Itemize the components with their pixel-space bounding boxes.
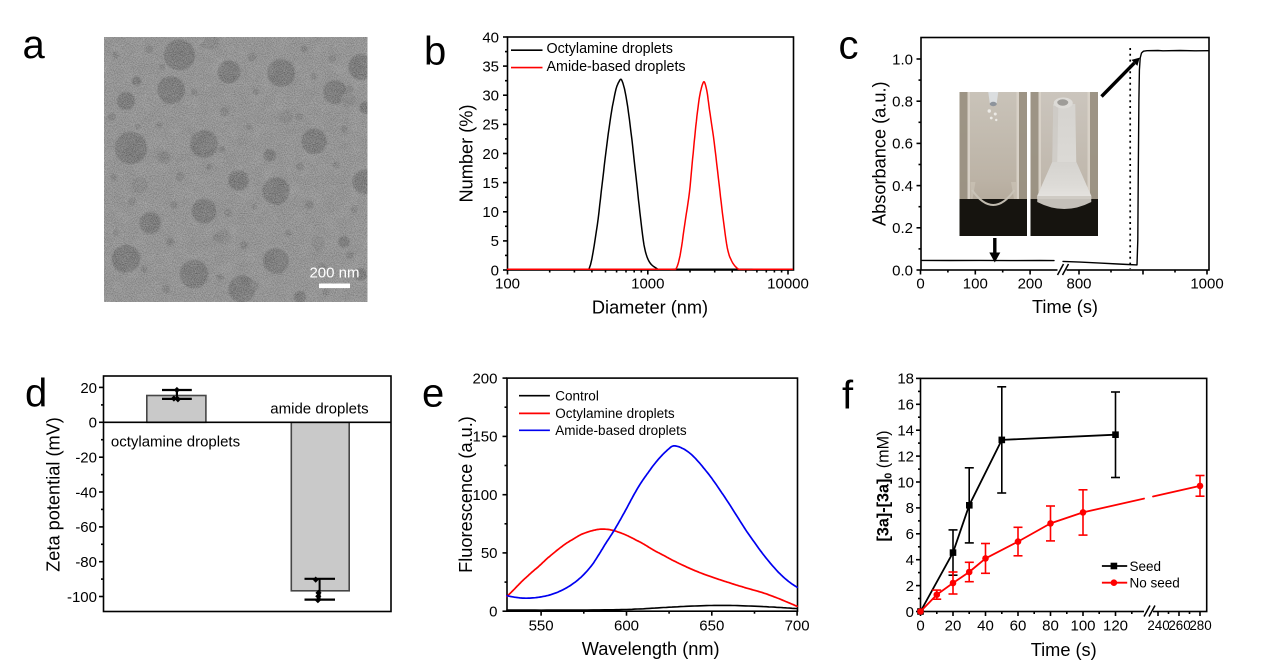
svg-text:16: 16 xyxy=(897,397,914,414)
svg-text:8: 8 xyxy=(906,500,914,517)
svg-text:100: 100 xyxy=(1070,618,1095,635)
svg-text:800: 800 xyxy=(1066,276,1091,293)
svg-text:Number (%): Number (%) xyxy=(456,104,476,202)
svg-text:650: 650 xyxy=(699,617,724,634)
svg-text:14: 14 xyxy=(897,423,914,440)
svg-text:-40: -40 xyxy=(75,484,97,501)
svg-text:0.4: 0.4 xyxy=(892,178,913,195)
svg-text:0: 0 xyxy=(89,415,97,432)
svg-text:600: 600 xyxy=(614,617,639,634)
svg-text:1000: 1000 xyxy=(631,276,664,293)
svg-text:[3a]-[3a]0 (mM): [3a]-[3a]0 (mM) xyxy=(875,430,895,541)
svg-text:20: 20 xyxy=(80,380,97,397)
svg-text:amide droplets: amide droplets xyxy=(270,401,368,418)
svg-text:1.0: 1.0 xyxy=(892,51,913,68)
svg-text:40: 40 xyxy=(977,618,994,635)
svg-text:80: 80 xyxy=(1042,618,1059,635)
svg-text:30: 30 xyxy=(482,88,499,105)
svg-text:-80: -80 xyxy=(75,554,97,571)
svg-text:100: 100 xyxy=(495,276,520,293)
svg-text:700: 700 xyxy=(785,617,810,634)
svg-text:100: 100 xyxy=(472,487,497,504)
svg-text:280: 280 xyxy=(1189,618,1211,633)
svg-text:f: f xyxy=(842,374,854,418)
svg-text:Wavelength (nm): Wavelength (nm) xyxy=(582,639,720,659)
svg-text:5: 5 xyxy=(491,233,499,250)
svg-text:Amide-based droplets: Amide-based droplets xyxy=(555,423,687,438)
svg-text:1000: 1000 xyxy=(1190,276,1223,293)
svg-text:d: d xyxy=(25,372,47,416)
svg-text:120: 120 xyxy=(1103,618,1128,635)
svg-text:0: 0 xyxy=(491,262,499,279)
svg-text:200: 200 xyxy=(472,370,497,387)
svg-text:12: 12 xyxy=(897,448,914,465)
svg-text:6: 6 xyxy=(906,526,914,543)
svg-text:-100: -100 xyxy=(67,589,97,606)
svg-text:200 nm: 200 nm xyxy=(309,265,359,282)
svg-text:100: 100 xyxy=(963,276,988,293)
svg-text:0.8: 0.8 xyxy=(892,94,913,111)
svg-text:4: 4 xyxy=(906,552,914,569)
svg-text:Time (s): Time (s) xyxy=(1031,640,1097,660)
svg-text:Seed: Seed xyxy=(1130,559,1162,574)
svg-text:50: 50 xyxy=(481,545,498,562)
svg-text:Octylamine droplets: Octylamine droplets xyxy=(555,406,675,421)
svg-text:0: 0 xyxy=(489,604,497,621)
svg-text:Fluorescence (a.u.): Fluorescence (a.u.) xyxy=(456,416,476,573)
svg-text:0.6: 0.6 xyxy=(892,136,913,153)
svg-text:octylamine droplets: octylamine droplets xyxy=(111,433,240,450)
svg-text:Control: Control xyxy=(555,388,599,403)
svg-text:200: 200 xyxy=(1018,276,1043,293)
svg-text:550: 550 xyxy=(529,617,554,634)
svg-text:Diameter (nm): Diameter (nm) xyxy=(592,298,708,318)
svg-text:10000: 10000 xyxy=(767,276,809,293)
svg-text:20: 20 xyxy=(945,618,962,635)
svg-text:Time (s): Time (s) xyxy=(1032,297,1098,317)
svg-text:e: e xyxy=(422,372,444,416)
svg-text:0: 0 xyxy=(916,276,924,293)
svg-text:10: 10 xyxy=(897,474,914,491)
svg-text:2: 2 xyxy=(906,578,914,595)
svg-text:0: 0 xyxy=(906,604,914,621)
svg-text:No seed: No seed xyxy=(1130,576,1180,591)
svg-text:Zeta potential (mV): Zeta potential (mV) xyxy=(43,417,63,572)
svg-text:20: 20 xyxy=(482,146,499,163)
svg-text:260: 260 xyxy=(1168,618,1190,633)
svg-text:240: 240 xyxy=(1147,618,1169,633)
svg-text:15: 15 xyxy=(482,175,499,192)
svg-text:Absorbance (a.u.): Absorbance (a.u.) xyxy=(870,81,890,226)
svg-text:0: 0 xyxy=(916,618,924,635)
svg-text:25: 25 xyxy=(482,117,499,134)
svg-text:40: 40 xyxy=(482,29,499,46)
svg-text:60: 60 xyxy=(1010,618,1027,635)
svg-text:b: b xyxy=(424,30,446,74)
svg-text:150: 150 xyxy=(472,429,497,446)
svg-text:Octylamine droplets: Octylamine droplets xyxy=(547,41,673,57)
svg-text:10: 10 xyxy=(482,204,499,221)
svg-text:c: c xyxy=(839,24,859,68)
svg-text:0.2: 0.2 xyxy=(892,220,913,237)
svg-text:Amide-based droplets: Amide-based droplets xyxy=(547,59,686,75)
svg-text:a: a xyxy=(23,23,46,67)
svg-text:-20: -20 xyxy=(75,450,97,467)
svg-text:35: 35 xyxy=(482,58,499,75)
svg-text:18: 18 xyxy=(897,371,914,388)
svg-text:-60: -60 xyxy=(75,519,97,536)
svg-text:0.0: 0.0 xyxy=(892,262,913,279)
